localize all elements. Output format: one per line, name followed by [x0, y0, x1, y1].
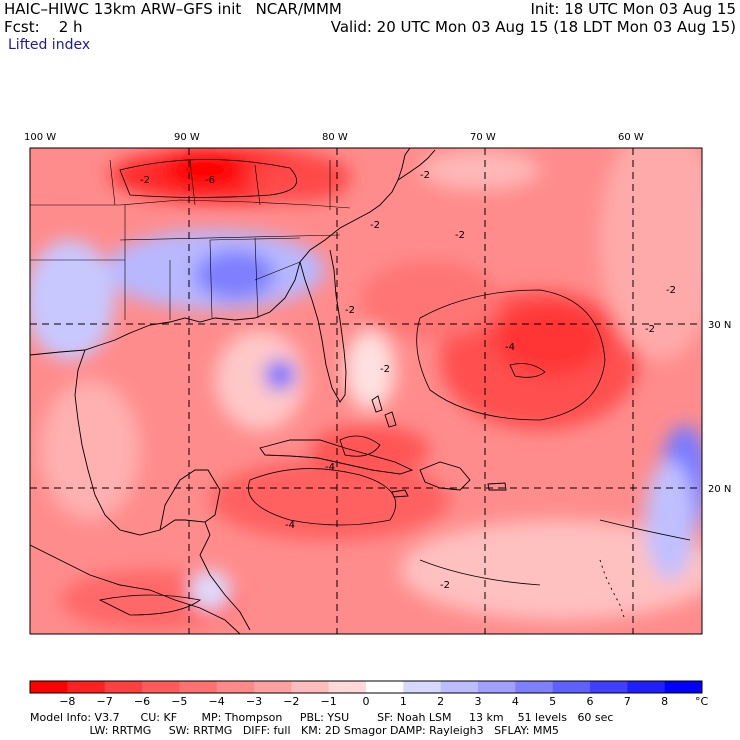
colorbar: [29, 680, 703, 694]
contour-label: -2: [455, 230, 465, 241]
colorbar-tick-label: −5: [171, 695, 187, 708]
contour-label: -2: [440, 580, 450, 591]
colorbar-tick-label: −4: [209, 695, 225, 708]
lat-lon-grid: [30, 148, 702, 634]
contour-label: -2: [645, 324, 655, 335]
axis-labels: 100 W 90 W 80 W 70 W 60 W 30 N 20 N: [24, 132, 731, 495]
lat-label: 30 N: [708, 320, 731, 331]
colorbar-tick-label: −1: [321, 695, 337, 708]
contour-label: -4: [285, 520, 295, 531]
colorbar-tick-label: −7: [97, 695, 113, 708]
lon-label: 90 W: [174, 132, 200, 143]
colorbar-border: [29, 680, 703, 694]
colorbar-swatch: [627, 681, 666, 693]
colorbar-swatch: [254, 681, 292, 693]
field-name: Lifted index: [8, 37, 91, 53]
contour-label: -2: [420, 170, 430, 181]
colorbar-swatch: [515, 681, 554, 693]
colorbar-tick-label: 3: [475, 695, 482, 708]
colorbar-unit: °C: [695, 695, 709, 708]
contour-label: -2: [140, 175, 150, 186]
colorbar-swatch: [403, 681, 442, 693]
colorbar-swatch: [552, 681, 591, 693]
init-time: Init: 18 UTC Mon 03 Aug 15: [530, 0, 736, 18]
map-title: HAIC–HIWC 13km ARW–GFS init NCAR/MMM: [4, 0, 342, 18]
lifted-index-field: [30, 148, 702, 634]
colorbar-swatch: [366, 681, 404, 693]
colorbar-swatch: [104, 681, 143, 693]
colorbar-swatch: [179, 681, 218, 693]
valid-time: Valid: 20 UTC Mon 03 Aug 15 (18 LDT Mon …: [330, 18, 736, 36]
contour-lines: [98, 159, 691, 616]
colorbar-tick-label: −2: [283, 695, 299, 708]
colorbar-tick-label: 4: [512, 695, 519, 708]
colorbar-tick-label: −6: [134, 695, 150, 708]
colorbar-swatch: [664, 681, 703, 693]
state-borders: [30, 159, 351, 320]
lon-label: 60 W: [618, 132, 644, 143]
lat-label: 20 N: [708, 484, 731, 495]
lon-label: 80 W: [322, 132, 348, 143]
colorbar-tick-label: 0: [363, 695, 370, 708]
contour-label: -2: [370, 220, 380, 231]
colorbar-tick-label: 5: [549, 695, 556, 708]
lon-label: 70 W: [470, 132, 496, 143]
colorbar-swatch: [440, 681, 479, 693]
colorbar-swatch: [328, 681, 367, 693]
colorbar-swatch: [30, 681, 68, 693]
lon-label: 100 W: [24, 132, 56, 143]
coastlines: [30, 148, 626, 634]
colorbar-swatch: [478, 681, 516, 693]
colorbar-tick-label: 6: [587, 695, 594, 708]
colorbar-tick-label: 7: [624, 695, 631, 708]
contour-value-labels: -2 -2 -2 -2 -2 -2 -2 -2 -2 -4 -4 -4 -6: [140, 170, 676, 591]
colorbar-swatch: [67, 681, 106, 693]
colorbar-tick-label: 2: [437, 695, 444, 708]
map-frame: [29, 147, 703, 635]
model-info-line-2: LW: RRTMG SW: RRTMG DIFF: full KM: 2D Sm…: [30, 724, 559, 737]
contour-label: -4: [505, 342, 515, 353]
contour-label: -2: [345, 305, 355, 316]
colorbar-tick-label: 8: [661, 695, 668, 708]
colorbar-swatch: [142, 681, 180, 693]
colorbar-tick-label: −3: [246, 695, 262, 708]
model-info-line-1: Model Info: V3.7 CU: KF MP: Thompson PBL…: [30, 711, 614, 724]
contour-label: -6: [205, 175, 215, 186]
contour-label: -4: [325, 462, 335, 473]
forecast-hour: Fcst: 2 h: [4, 18, 83, 36]
contour-label: -2: [380, 364, 390, 375]
colorbar-tick-label: −8: [59, 695, 75, 708]
colorbar-swatch: [216, 681, 255, 693]
contour-label: -2: [666, 285, 676, 296]
colorbar-swatch: [590, 681, 628, 693]
colorbar-labels: −8 −7 −6 −5 −4 −3 −2 −1 0 1 2 3 4 5 6 7 8: [59, 695, 668, 708]
colorbar-swatch: [291, 681, 330, 693]
colorbar-tick-label: 1: [400, 695, 407, 708]
